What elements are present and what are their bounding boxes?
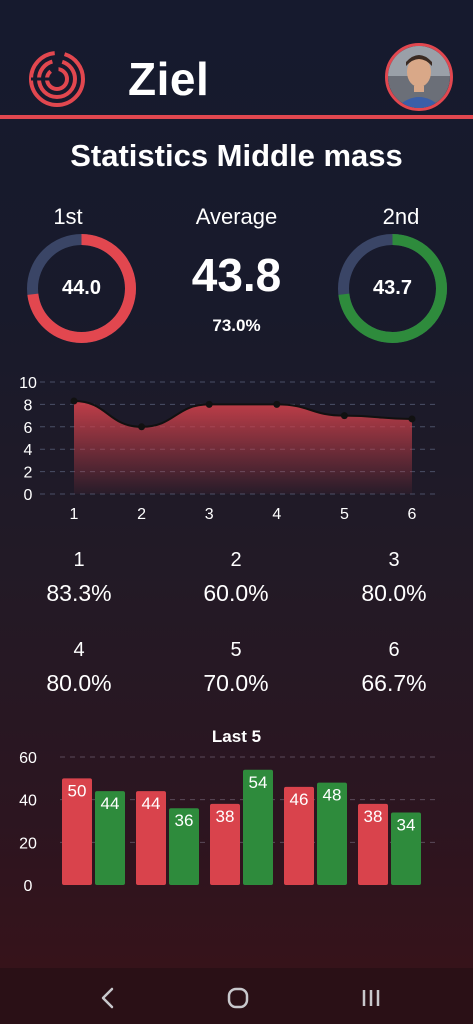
system-nav-bar	[0, 968, 473, 1024]
app-title: Ziel	[128, 53, 210, 105]
stat-value-1: 83.3%	[46, 580, 112, 606]
bar	[210, 803, 240, 885]
bar	[95, 791, 125, 885]
area-point	[273, 400, 281, 408]
stat-value-5: 70.0%	[203, 670, 269, 696]
bar	[169, 808, 199, 885]
first-label: 1st	[53, 204, 83, 229]
app-header: Ziel	[0, 0, 473, 118]
average-label: Average	[195, 204, 278, 229]
bar	[284, 786, 314, 885]
bar-value-label: 34	[397, 815, 416, 834]
header-divider	[0, 115, 473, 119]
bar-value-label: 44	[142, 794, 161, 813]
stat-label-3: 3	[388, 549, 400, 571]
second-label: 2nd	[382, 204, 420, 229]
avatar-photo	[388, 46, 450, 108]
y-tick-label: 8	[24, 397, 33, 414]
recents-bars-icon[interactable]	[341, 978, 401, 1018]
average-value: 43.8	[191, 249, 282, 301]
second-ring	[338, 234, 447, 343]
x-tick-label: 2	[137, 506, 146, 523]
area-point	[408, 415, 416, 423]
last-5-title: Last 5	[211, 727, 262, 746]
bar-value-label: 38	[216, 807, 235, 826]
stat-label-4: 4	[73, 639, 85, 661]
last-5-bar-chart: 0 20 40 60 50 44 44 36 38 54 46 48 38 34	[19, 750, 438, 895]
y-tick-label: 20	[19, 835, 37, 852]
bar-value-label: 54	[249, 773, 268, 792]
y-tick-label: 0	[24, 878, 33, 895]
user-avatar[interactable]	[385, 43, 453, 111]
stat-value-3: 80.0%	[361, 580, 427, 606]
stat-label-1: 1	[73, 549, 85, 571]
x-tick-label: 4	[272, 506, 281, 523]
y-tick-label: 6	[24, 420, 33, 437]
bar	[136, 791, 166, 885]
back-chevron-icon[interactable]	[77, 978, 137, 1018]
first-value: 44.0	[62, 277, 101, 299]
y-tick-label: 60	[19, 750, 37, 767]
area-point	[70, 397, 78, 405]
second-value: 43.7	[373, 277, 412, 299]
y-tick-label: 0	[24, 487, 33, 504]
bar-value-label: 46	[290, 790, 309, 809]
y-tick-label: 40	[19, 793, 37, 810]
stat-label-2: 2	[230, 549, 242, 571]
target-spiral-icon[interactable]	[28, 50, 86, 108]
x-tick-label: 1	[70, 506, 79, 523]
y-tick-label: 4	[24, 442, 33, 459]
bar-value-label: 48	[323, 786, 342, 805]
y-tick-label: 2	[24, 465, 33, 482]
stat-value-2: 60.0%	[203, 580, 269, 606]
stat-value-6: 66.7%	[361, 670, 427, 696]
bar	[358, 803, 388, 885]
bar	[243, 769, 273, 885]
x-tick-label: 6	[408, 506, 417, 523]
first-ring-progress	[27, 234, 136, 343]
y-tick-label: 10	[19, 375, 37, 392]
stat-value-4: 80.0%	[46, 670, 112, 696]
stat-label-6: 6	[388, 639, 400, 661]
average-percent: 73.0%	[212, 316, 261, 335]
bar	[391, 812, 421, 885]
x-tick-label: 5	[340, 506, 349, 523]
area-point	[340, 412, 348, 420]
bar-value-label: 38	[364, 807, 383, 826]
area-line	[73, 400, 413, 428]
first-ring	[27, 234, 136, 343]
area-point	[138, 423, 146, 431]
x-tick-label: 3	[205, 506, 214, 523]
bar-value-label: 36	[175, 811, 194, 830]
stat-label-5: 5	[230, 639, 242, 661]
second-ring-progress	[338, 234, 447, 343]
bar-value-label: 50	[68, 781, 87, 800]
bar-value-label: 44	[101, 794, 120, 813]
page-title: Statistics Middle mass	[70, 138, 403, 173]
bar	[317, 782, 347, 885]
area-fill	[74, 401, 412, 494]
area-point	[205, 400, 213, 408]
bar	[62, 778, 92, 885]
home-circle-icon[interactable]	[208, 978, 268, 1018]
